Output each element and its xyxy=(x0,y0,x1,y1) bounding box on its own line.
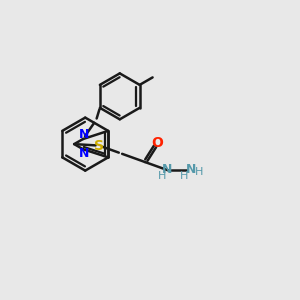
Text: H: H xyxy=(195,167,203,177)
Text: N: N xyxy=(79,128,90,141)
Text: O: O xyxy=(152,136,164,150)
Text: H: H xyxy=(179,171,188,181)
Text: S: S xyxy=(94,139,104,153)
Text: N: N xyxy=(79,147,90,160)
Text: N: N xyxy=(185,163,196,176)
Text: H: H xyxy=(158,171,166,181)
Text: N: N xyxy=(162,163,173,176)
